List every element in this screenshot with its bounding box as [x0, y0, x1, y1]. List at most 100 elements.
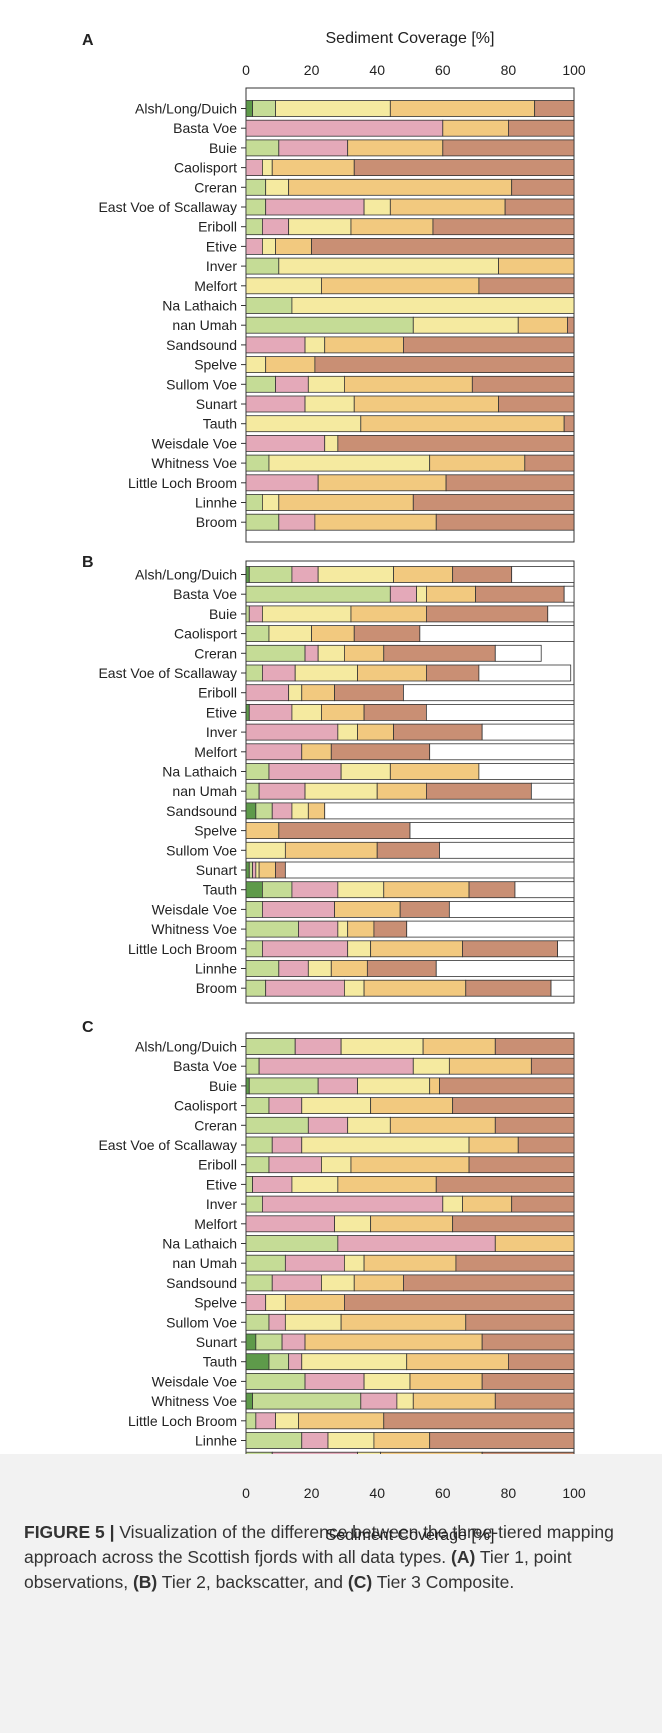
bar-b-inver-unmapped [481, 723, 575, 741]
bar-b-sandsound-unmapped [324, 802, 575, 820]
bar-b-linnhe-unmapped [435, 960, 575, 977]
row-label-basta-voe: Basta Voe [173, 586, 237, 602]
bar-c-weisdale-voe-mud-and-muddy-sand [481, 1373, 575, 1390]
bar-c-whitness-voe-sand [360, 1392, 398, 1410]
row-label-little-loch-broom: Little Loch Broom [128, 1413, 237, 1429]
bar-b-inver-mixed [357, 723, 394, 741]
bar-a-sunart-course [304, 395, 355, 413]
bar-c-etive-course [291, 1176, 339, 1193]
bar-a-whitness-voe-course [268, 454, 431, 472]
bar-b-tauth-sand [291, 881, 339, 899]
bar-b-whitness-voe-mixed [347, 920, 375, 938]
bar-b-little-loch-broom-course [347, 940, 372, 958]
bar-b-sunart-mud-and-muddy-sand [275, 861, 286, 879]
row-label-eriboll: Eriboll [198, 685, 237, 701]
bar-c-inver-mud-and-muddy-sand [511, 1195, 575, 1213]
bar-c-weisdale-voe-gravel [245, 1373, 306, 1390]
bar-b-eriboll-mixed [301, 684, 335, 702]
bar-b-creran-sand [304, 644, 319, 662]
bar-c-buie-mixed [429, 1077, 440, 1095]
row-label-east-voe-of-scallaway: East Voe of Scallaway [98, 665, 237, 681]
bar-a-little-loch-broom-sand [245, 474, 319, 492]
bar-c-tauth-rock [245, 1353, 270, 1371]
bar-b-sunart-gravel [248, 861, 253, 879]
bar-b-buie-unmapped [547, 605, 575, 623]
panel-label-c: C [82, 1019, 94, 1036]
bar-b-caolisport-mud-and-muddy-sand [353, 625, 421, 642]
bar-c-na-lathaich-mixed [494, 1235, 575, 1252]
bar-b-little-loch-broom-sand [261, 940, 349, 958]
bar-c-eriboll-mixed [350, 1156, 470, 1174]
bar-c-sunart-sand [281, 1333, 306, 1351]
bar-b-whitness-voe-sand [298, 920, 339, 938]
bar-b-nan-umah-sand [258, 782, 306, 800]
row-label-inver: Inver [206, 258, 237, 274]
bar-a-sandsound-mud-and-muddy-sand [403, 336, 575, 354]
row-label-spelve: Spelve [194, 357, 237, 373]
row-label-broom: Broom [196, 1452, 237, 1454]
row-label-sunart: Sunart [196, 396, 237, 412]
bar-a-spelve-course [245, 356, 267, 374]
row-label-nan-umah: nan Umah [172, 1255, 237, 1271]
bar-b-basta-voe-mud-and-muddy-sand [475, 585, 565, 603]
stacked-bar-chart: Sediment Coverage [%] 0 20 40 60 80 100 A Alsh/L… [82, 30, 586, 1454]
caption-figure-label: FIGURE 5 | [24, 1522, 115, 1542]
bar-a-eriboll-mud-and-muddy-sand [432, 218, 575, 236]
bar-c-caolisport-sand [268, 1097, 303, 1114]
bar-b-alsh-long-duich-sand [291, 566, 319, 583]
bar-b-sunart-course [255, 861, 260, 879]
bar-b-inver-sand [245, 723, 339, 741]
figure-caption-box: FIGURE 5 | Visualization of the differen… [0, 1454, 662, 1733]
bar-c-little-loch-broom-sand [255, 1412, 276, 1430]
bar-a-spelve-mud-and-muddy-sand [314, 356, 575, 374]
bar-b-tauth-mixed [383, 881, 470, 899]
bar-c-sandsound-gravel [245, 1274, 273, 1292]
bar-b-sandsound-sand [271, 802, 293, 820]
bar-b-buie-mud-and-muddy-sand [425, 605, 549, 623]
bar-c-inver-course [442, 1195, 463, 1213]
bar-b-sunart-rock [245, 861, 250, 879]
bar-c-eriboll-sand [268, 1156, 322, 1174]
row-label-na-lathaich: Na Lathaich [162, 1236, 237, 1252]
bar-b-sunart-sand [252, 861, 257, 879]
bar-a-sunart-sand [245, 395, 306, 413]
top-tick-label-0: 0 [242, 62, 250, 78]
bar-c-sandsound-sand [271, 1274, 322, 1292]
bar-a-creran-gravel [245, 178, 267, 196]
bar-b-sunart-unmapped [284, 861, 575, 879]
row-label-buie: Buie [209, 606, 237, 622]
bar-b-sandsound-gravel [255, 802, 273, 820]
bar-c-alsh-long-duich-gravel [245, 1038, 296, 1055]
bar-c-weisdale-voe-course [363, 1373, 411, 1390]
row-label-alsh-long-duich: Alsh/Long/Duich [135, 567, 237, 583]
bar-c-sandsound-mixed [353, 1274, 404, 1292]
bar-b-sullom-voe-mud-and-muddy-sand [376, 841, 440, 859]
row-label-basta-voe: Basta Voe [173, 120, 237, 136]
bar-c-sunart-rock [245, 1333, 257, 1351]
bar-b-linnhe-course [307, 960, 332, 977]
bar-b-sandsound-course [291, 802, 309, 820]
bar-b-na-lathaich-sand [268, 763, 342, 780]
bar-a-sullom-voe-mixed [343, 375, 473, 393]
row-label-nan-umah: nan Umah [172, 783, 237, 799]
bar-c-eriboll-mud-and-muddy-sand [468, 1156, 575, 1174]
row-label-whitness-voe: Whitness Voe [151, 455, 237, 471]
bar-c-little-loch-broom-course [275, 1412, 299, 1430]
bar-a-broom-mud-and-muddy-sand [435, 513, 575, 531]
bar-a-buie-sand [278, 139, 349, 157]
bar-a-eriboll-sand [261, 218, 290, 236]
bar-c-basta-voe-mixed [448, 1057, 532, 1075]
row-label-etive: Etive [206, 704, 237, 720]
bar-a-tauth-course [245, 415, 362, 433]
bar-b-tauth-rock [245, 881, 263, 899]
bar-c-sunart-mud-and-muddy-sand [481, 1333, 575, 1351]
row-label-sandsound: Sandsound [166, 1275, 237, 1291]
bar-c-spelve-sand [245, 1294, 267, 1311]
bar-c-melfort-sand [245, 1215, 335, 1233]
bar-b-melfort-sand [245, 743, 303, 761]
bar-b-etive-mud-and-muddy-sand [363, 704, 427, 721]
bar-b-etive-course [291, 704, 322, 721]
bar-c-melfort-mud-and-muddy-sand [452, 1215, 575, 1233]
bar-c-sullom-voe-course [284, 1313, 342, 1331]
row-label-east-voe-of-scallaway: East Voe of Scallaway [98, 199, 237, 215]
